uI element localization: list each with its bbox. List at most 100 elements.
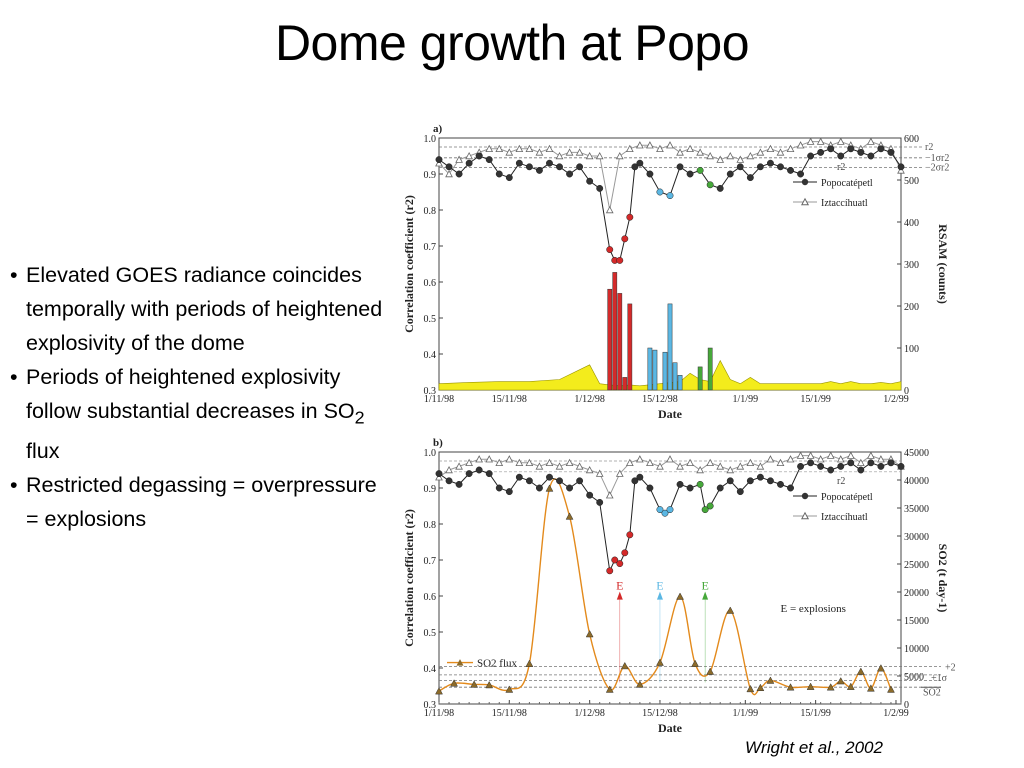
iztaccihuatl-point [756, 462, 765, 470]
explosion-arrow [656, 591, 663, 600]
y2-tick-label: 45000 [904, 448, 929, 459]
iztaccihuatl-point [796, 141, 805, 149]
popocatepetl-point [505, 488, 513, 496]
iztaccihuatl-point [475, 455, 484, 463]
popocatepetl-point [706, 181, 714, 189]
y-tick-label: 0.3 [424, 386, 437, 397]
bullet-text: Periods of heightened explosivity follow… [26, 365, 355, 423]
popocatepetl-point [716, 484, 724, 492]
y2-tick-label: 600 [904, 134, 919, 145]
iztaccihuatl-point [796, 451, 805, 459]
rsam-bar [652, 349, 658, 391]
iztaccihuatl-point [806, 451, 815, 459]
iztaccihuatl-point [575, 462, 584, 470]
rsam-bar [672, 362, 678, 391]
popocatepetl-point [847, 459, 855, 467]
popocatepetl-point [656, 188, 664, 196]
popocatepetl-point [626, 531, 634, 539]
so2-flux-point [876, 664, 885, 672]
so2-legend-label: SO2 flux [477, 658, 518, 670]
iztaccihuatl-point [615, 469, 624, 477]
rsam-bar [677, 375, 683, 391]
iztaccihuatl-point [716, 462, 725, 470]
y2-axis-title: SO2 (t day-1) [936, 544, 950, 613]
iztaccihuatl-point [816, 137, 825, 145]
rsam-bar [662, 351, 668, 391]
iztaccihuatl-point [856, 458, 865, 466]
so2-flux-point [485, 680, 494, 689]
y2-tick-label: 10000 [904, 644, 929, 655]
so2-flux-point [806, 682, 815, 690]
popocatepetl-point [485, 470, 493, 478]
bullet-subscript: 2 [354, 407, 365, 428]
so2-flux-point [746, 684, 755, 693]
panel-label: a) [433, 123, 443, 135]
so2-flux-point [450, 679, 458, 687]
y2-tick-label: 35000 [904, 504, 929, 515]
so2-flux-point [505, 685, 514, 693]
popocatepetl-point [766, 477, 774, 485]
popocatepetl-point [455, 170, 463, 178]
iztaccihuatl-point [515, 458, 524, 466]
popocatepetl-point [616, 256, 624, 264]
legend-marker [800, 197, 810, 206]
iztaccihuatl-point [495, 458, 504, 466]
iztaccihuatl-point [535, 462, 544, 470]
y-tick-label: 0.7 [424, 556, 437, 567]
iztaccihuatl-point [726, 151, 735, 160]
iztaccihuatl-point [585, 465, 594, 474]
so2-flux-point [866, 684, 875, 692]
popocatepetl-point [857, 148, 865, 156]
popocatepetl-point [646, 484, 654, 492]
popocatepetl-point [596, 498, 604, 506]
iztaccihuatl-point [826, 451, 835, 459]
iztaccihuatl-point [786, 144, 795, 152]
rsam-bar [707, 347, 713, 391]
iztaccihuatl-point [836, 455, 845, 463]
y-tick-label: 0.3 [424, 700, 437, 711]
legend-label: Popocatépetl [821, 492, 873, 503]
popocatepetl-point [621, 549, 629, 557]
y2-tick-label: 200 [904, 302, 919, 313]
popocatepetl-point [736, 488, 744, 496]
iztaccihuatl-point [615, 151, 624, 160]
legend-label: Iztaccíhuatl [821, 512, 868, 523]
iztaccihuatl-point [746, 458, 755, 466]
y-tick-label: 0.5 [424, 314, 437, 325]
iztaccihuatl-point [565, 148, 574, 156]
figure: a) 0.3 0.4 0.5 0.6 0.7 0.8 0.9 1.0 0 100 200 300 400 5… [402, 123, 955, 735]
popocatepetl-point [666, 192, 674, 200]
rsam-bar [667, 303, 673, 391]
x-tick-label: 15/12/98 [642, 708, 678, 719]
so2-flux-point [545, 484, 554, 492]
popocatepetl-point [817, 462, 825, 470]
popocatepetl-point [515, 473, 523, 481]
rsam-bar [697, 366, 703, 391]
explosions-legend: E = explosions [780, 603, 845, 615]
popocatepetl-point [455, 480, 463, 488]
y2-tick-label: 500 [904, 176, 919, 187]
popocatepetl-point [897, 462, 905, 470]
popocatepetl-point [756, 473, 764, 481]
iztaccihuatl-point [867, 137, 875, 145]
y2-tick-label: 15000 [904, 616, 929, 627]
x-tick-label: 15/1/99 [800, 394, 831, 405]
x-tick-label: 15/1/99 [800, 708, 831, 719]
iztaccihuatl-point [776, 148, 785, 156]
sigma-label: +2σ [945, 662, 955, 673]
popocatepetl-point [676, 480, 684, 488]
iztaccihuatl-point [545, 144, 554, 152]
popocatepetl-point [777, 480, 784, 488]
popocatepetl-point [827, 466, 835, 474]
iztaccihuatl-point [465, 458, 473, 466]
iztaccihuatl-point [525, 458, 534, 466]
popocatepetl-point [621, 235, 629, 243]
iztaccihuatl-point [696, 148, 704, 156]
bullet-text: Elevated GOES radiance coincides tempora… [26, 263, 383, 355]
so2-flux-point [826, 683, 835, 691]
iztaccihuatl-point [776, 458, 785, 466]
popocatepetl-point [837, 152, 845, 160]
y2-tick-label: 20000 [904, 588, 929, 599]
popocatepetl-point [445, 163, 453, 171]
popocatepetl-point [756, 163, 764, 171]
